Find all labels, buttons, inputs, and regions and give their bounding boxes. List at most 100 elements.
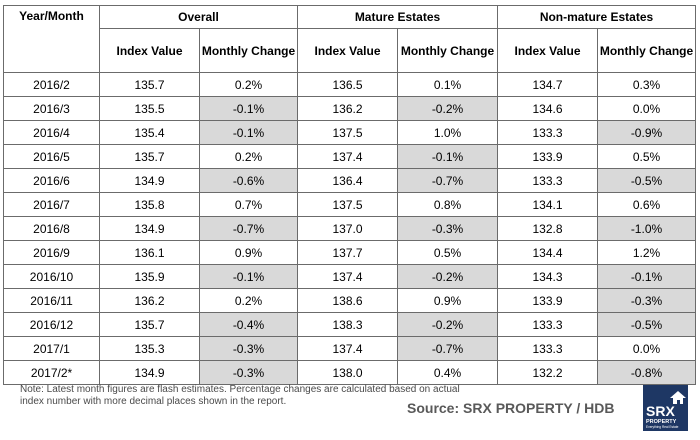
cell-nonmature-index: 133.3 [497,312,598,337]
cell-overall-change: 0.2% [199,288,298,313]
cell-overall-index: 136.1 [99,240,200,265]
cell-nonmature-change: 1.2% [597,240,696,265]
header-monthly-change: Monthly Change [597,28,696,73]
house-icon: SRX PROPERTY Everything Real Estate [646,391,686,429]
table-row: 2016/12 135.7 -0.4% 138.3 -0.2% 133.3 -0.5% [3,312,696,337]
table-body: 2016/2 135.7 0.2% 136.5 0.1% 134.7 0.3% 2016/3 1… [3,72,696,385]
header-non-mature-estates: Non-mature Estates [497,5,696,29]
cell-mature-change: 0.4% [397,360,498,385]
table-row: 2017/1 135.3 -0.3% 137.4 -0.7% 133.3 0.0% [3,336,696,361]
cell-mature-change: -0.2% [397,264,498,289]
cell-nonmature-change: 0.0% [597,96,696,121]
cell-nonmature-index: 134.4 [497,240,598,265]
cell-nonmature-index: 134.6 [497,96,598,121]
cell-overall-index: 135.4 [99,120,200,145]
cell-overall-index: 135.8 [99,192,200,217]
cell-overall-change: 0.2% [199,144,298,169]
header-index-value: Index Value [99,28,200,73]
cell-mature-index: 138.0 [297,360,398,385]
cell-overall-index: 135.5 [99,96,200,121]
cell-overall-change: 0.7% [199,192,298,217]
cell-nonmature-index: 133.9 [497,288,598,313]
cell-period: 2016/10 [3,264,100,289]
cell-mature-change: 0.1% [397,72,498,97]
cell-overall-change: -0.1% [199,120,298,145]
table-row: 2016/5 135.7 0.2% 137.4 -0.1% 133.9 0.5% [3,144,696,169]
table-row: 2016/4 135.4 -0.1% 137.5 1.0% 133.3 -0.9% [3,120,696,145]
cell-nonmature-index: 134.7 [497,72,598,97]
cell-nonmature-change: 0.6% [597,192,696,217]
cell-overall-change: -0.7% [199,216,298,241]
logo-sub: PROPERTY [646,419,677,425]
cell-period: 2016/5 [3,144,100,169]
cell-mature-index: 138.3 [297,312,398,337]
cell-mature-index: 138.6 [297,288,398,313]
cell-mature-index: 136.4 [297,168,398,193]
cell-overall-change: 0.9% [199,240,298,265]
header-year-month: Year/Month [3,5,100,73]
logo-text: SRX [646,403,675,419]
cell-mature-change: -0.1% [397,144,498,169]
cell-nonmature-index: 134.3 [497,264,598,289]
header-row-groups: Year/Month Overall Mature Estates Non-ma… [3,5,696,73]
cell-nonmature-change: 0.3% [597,72,696,97]
cell-mature-change: -0.7% [397,168,498,193]
index-table: Year/Month Overall Mature Estates Non-ma… [3,5,696,385]
cell-period: 2016/2 [3,72,100,97]
cell-overall-change: -0.3% [199,336,298,361]
cell-overall-index: 135.7 [99,312,200,337]
cell-period: 2016/7 [3,192,100,217]
cell-nonmature-change: -0.8% [597,360,696,385]
cell-overall-index: 134.9 [99,216,200,241]
cell-mature-index: 137.5 [297,120,398,145]
table-row: 2016/10 135.9 -0.1% 137.4 -0.2% 134.3 -0.1% [3,264,696,289]
cell-period: 2016/6 [3,168,100,193]
table-row: 2016/11 136.2 0.2% 138.6 0.9% 133.9 -0.3% [3,288,696,313]
cell-mature-index: 137.7 [297,240,398,265]
cell-overall-index: 135.3 [99,336,200,361]
cell-nonmature-change: -0.3% [597,288,696,313]
cell-mature-change: 0.9% [397,288,498,313]
cell-mature-change: -0.3% [397,216,498,241]
cell-nonmature-index: 133.9 [497,144,598,169]
cell-nonmature-change: -0.9% [597,120,696,145]
cell-mature-change: -0.2% [397,312,498,337]
cell-period: 2016/9 [3,240,100,265]
cell-nonmature-change: -1.0% [597,216,696,241]
cell-overall-change: 0.2% [199,72,298,97]
header-overall: Overall [99,5,298,29]
cell-nonmature-change: 0.0% [597,336,696,361]
cell-nonmature-index: 133.3 [497,168,598,193]
table-row: 2016/8 134.9 -0.7% 137.0 -0.3% 132.8 -1.0% [3,216,696,241]
cell-mature-change: -0.2% [397,96,498,121]
cell-overall-index: 135.9 [99,264,200,289]
cell-mature-change: 1.0% [397,120,498,145]
cell-period: 2016/8 [3,216,100,241]
header-index-value: Index Value [297,28,398,73]
cell-nonmature-change: -0.1% [597,264,696,289]
cell-mature-index: 136.5 [297,72,398,97]
cell-nonmature-index: 132.8 [497,216,598,241]
source-credit: Source: SRX PROPERTY / HDB [407,400,615,416]
cell-mature-index: 136.2 [297,96,398,121]
table-row: 2016/2 135.7 0.2% 136.5 0.1% 134.7 0.3% [3,72,696,97]
header-index-value: Index Value [497,28,598,73]
cell-overall-change: -0.1% [199,264,298,289]
cell-overall-change: -0.6% [199,168,298,193]
cell-period: 2016/11 [3,288,100,313]
table-row: 2016/9 136.1 0.9% 137.7 0.5% 134.4 1.2% [3,240,696,265]
table-row: 2016/3 135.5 -0.1% 136.2 -0.2% 134.6 0.0% [3,96,696,121]
cell-overall-index: 136.2 [99,288,200,313]
cell-nonmature-index: 134.1 [497,192,598,217]
header-mature-estates: Mature Estates [297,5,498,29]
cell-nonmature-index: 133.3 [497,336,598,361]
cell-mature-change: 0.5% [397,240,498,265]
table-row: 2016/7 135.8 0.7% 137.5 0.8% 134.1 0.6% [3,192,696,217]
cell-nonmature-change: -0.5% [597,312,696,337]
cell-overall-change: -0.1% [199,96,298,121]
cell-mature-index: 137.0 [297,216,398,241]
header-row-columns: Index Value Monthly Change Index Value M… [4,28,696,73]
cell-mature-change: -0.7% [397,336,498,361]
cell-mature-index: 137.4 [297,264,398,289]
table-row: 2017/2* 134.9 -0.3% 138.0 0.4% 132.2 -0.8% [3,360,696,385]
